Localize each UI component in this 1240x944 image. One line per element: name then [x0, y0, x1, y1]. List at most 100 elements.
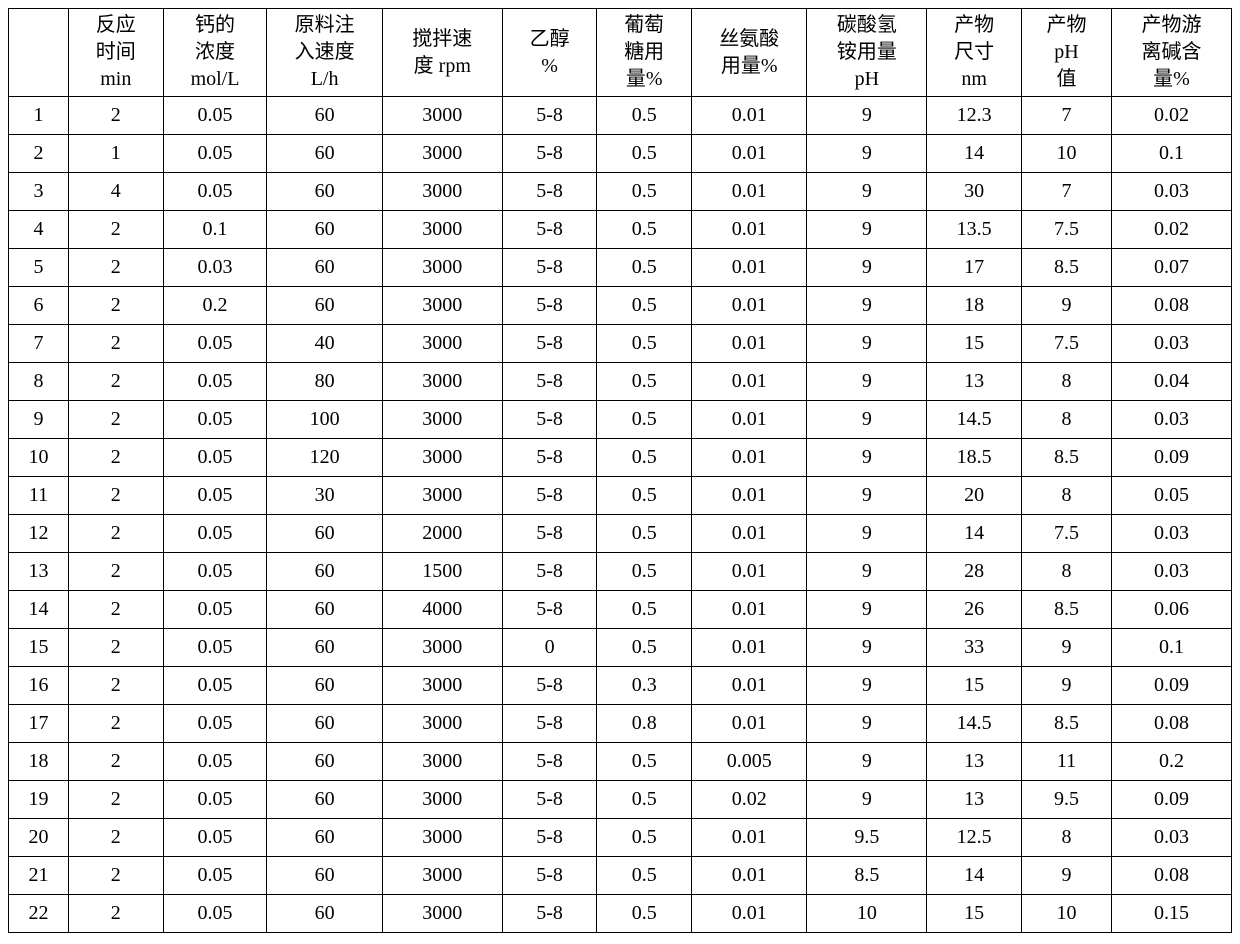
table-cell: 0.01	[692, 325, 807, 363]
table-cell: 2000	[382, 515, 502, 553]
table-cell: 0.3	[597, 667, 692, 705]
table-cell: 20	[927, 477, 1022, 515]
table-cell: 0.05	[163, 515, 267, 553]
table-cell: 2	[68, 781, 163, 819]
table-cell: 0.01	[692, 667, 807, 705]
table-cell: 2	[68, 325, 163, 363]
table-cell: 11	[9, 477, 69, 515]
table-cell: 0.005	[692, 743, 807, 781]
table-cell: 15	[927, 325, 1022, 363]
table-cell: 0.5	[597, 363, 692, 401]
table-cell: 18.5	[927, 439, 1022, 477]
table-cell: 8	[9, 363, 69, 401]
table-cell: 9	[1021, 857, 1111, 895]
table-cell: 28	[927, 553, 1022, 591]
table-cell: 0.05	[163, 743, 267, 781]
table-cell: 5-8	[502, 287, 597, 325]
table-cell: 60	[267, 135, 382, 173]
table-cell: 0.01	[692, 819, 807, 857]
table-cell: 14	[927, 515, 1022, 553]
table-cell: 5-8	[502, 515, 597, 553]
table-cell: 2	[68, 591, 163, 629]
table-cell: 0.05	[163, 629, 267, 667]
table-cell: 10	[1021, 895, 1111, 933]
table-cell: 12	[9, 515, 69, 553]
table-cell: 12.3	[927, 97, 1022, 135]
table-cell: 0.1	[163, 211, 267, 249]
table-cell: 9	[807, 135, 927, 173]
table-cell: 5-8	[502, 135, 597, 173]
table-cell: 2	[68, 401, 163, 439]
table-cell: 0.05	[163, 667, 267, 705]
column-header-reaction_time: 反应时间min	[68, 9, 163, 97]
table-cell: 9	[1021, 629, 1111, 667]
table-cell: 5-8	[502, 97, 597, 135]
table-cell: 3000	[382, 477, 502, 515]
table-cell: 2	[68, 819, 163, 857]
table-cell: 0.05	[163, 553, 267, 591]
table-cell: 3000	[382, 857, 502, 895]
table-cell: 0.5	[597, 781, 692, 819]
table-cell: 0.01	[692, 211, 807, 249]
table-cell: 1500	[382, 553, 502, 591]
table-cell: 8	[1021, 819, 1111, 857]
table-cell: 13	[927, 743, 1022, 781]
table-cell: 0.2	[1111, 743, 1231, 781]
table-cell: 7	[1021, 173, 1111, 211]
table-cell: 0.09	[1111, 439, 1231, 477]
table-cell: 0.05	[163, 705, 267, 743]
table-cell: 5-8	[502, 477, 597, 515]
table-cell: 0.05	[163, 363, 267, 401]
table-cell: 5-8	[502, 667, 597, 705]
table-cell: 0.01	[692, 287, 807, 325]
table-cell: 0.5	[597, 173, 692, 211]
table-cell: 0.04	[1111, 363, 1231, 401]
table-cell: 7	[9, 325, 69, 363]
table-cell: 60	[267, 743, 382, 781]
table-cell: 0.05	[163, 819, 267, 857]
table-cell: 8.5	[1021, 705, 1111, 743]
table-cell: 3000	[382, 287, 502, 325]
table-cell: 60	[267, 895, 382, 933]
table-cell: 2	[68, 743, 163, 781]
data-table: 反应时间min钙的浓度mol/L原料注入速度L/h搅拌速度 rpm乙醇%葡萄糖用…	[8, 8, 1232, 933]
table-cell: 9	[807, 249, 927, 287]
table-cell: 5-8	[502, 553, 597, 591]
table-cell: 0.05	[163, 477, 267, 515]
table-cell: 12.5	[927, 819, 1022, 857]
table-cell: 0.1	[1111, 135, 1231, 173]
table-cell: 3000	[382, 173, 502, 211]
table-cell: 3000	[382, 249, 502, 287]
table-cell: 9	[1021, 667, 1111, 705]
table-cell: 0.02	[1111, 97, 1231, 135]
table-cell: 0.05	[163, 97, 267, 135]
table-cell: 60	[267, 857, 382, 895]
table-row: 1620.056030005-80.30.0191590.09	[9, 667, 1232, 705]
table-cell: 0.01	[692, 249, 807, 287]
table-row: 1720.056030005-80.80.01914.58.50.08	[9, 705, 1232, 743]
table-cell: 13	[927, 781, 1022, 819]
table-cell: 20	[9, 819, 69, 857]
table-cell: 1	[68, 135, 163, 173]
table-cell: 3000	[382, 211, 502, 249]
table-cell: 3	[9, 173, 69, 211]
table-cell: 0.01	[692, 591, 807, 629]
table-row: 1020.0512030005-80.50.01918.58.50.09	[9, 439, 1232, 477]
table-cell: 3000	[382, 325, 502, 363]
table-cell: 13	[9, 553, 69, 591]
table-cell: 14.5	[927, 401, 1022, 439]
table-cell: 9	[807, 553, 927, 591]
table-cell: 0.05	[163, 135, 267, 173]
table-cell: 18	[9, 743, 69, 781]
table-cell: 0.01	[692, 363, 807, 401]
table-cell: 7	[1021, 97, 1111, 135]
table-cell: 0.01	[692, 401, 807, 439]
table-cell: 0.05	[163, 325, 267, 363]
table-cell: 0.05	[163, 781, 267, 819]
table-cell: 5-8	[502, 857, 597, 895]
table-cell: 0.05	[163, 857, 267, 895]
table-cell: 0.01	[692, 895, 807, 933]
table-cell: 2	[68, 287, 163, 325]
table-row: 1320.056015005-80.50.0192880.03	[9, 553, 1232, 591]
table-cell: 60	[267, 781, 382, 819]
